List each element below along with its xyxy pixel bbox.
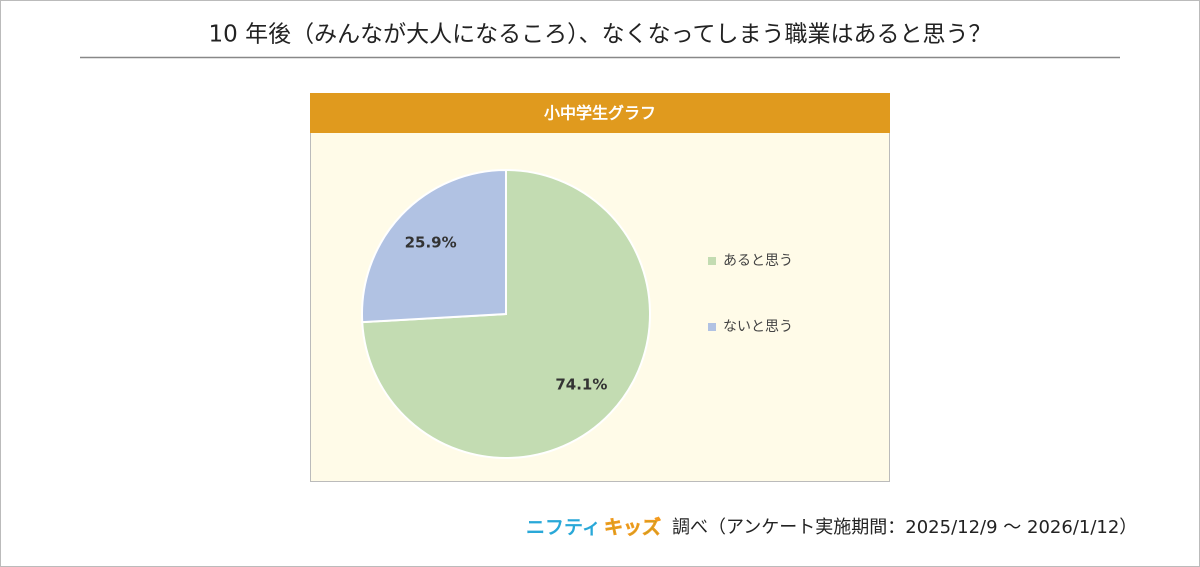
chart-title: 10 年後（みんなが大人になるころ）、なくなってしまう職業はあると思う？ (209, 22, 992, 48)
data-label: 25.9% (405, 233, 457, 251)
panel-header (310, 93, 890, 133)
logo-right: キッズ (604, 516, 661, 539)
legend-swatch (708, 323, 716, 331)
pie-slice (361, 168, 507, 324)
footer-note: 調べ（アンケート実施期間：2025/12/9 ～ 2026/1/12） (672, 517, 1137, 538)
data-label: 74.1% (555, 376, 607, 394)
panel-title: 小中学生グラフ (544, 104, 656, 123)
legend-swatch (708, 257, 716, 265)
logo-left: ニフティ (526, 517, 601, 539)
legend-label: ないと思う (723, 319, 793, 335)
legend-label: あると思う (723, 253, 793, 269)
